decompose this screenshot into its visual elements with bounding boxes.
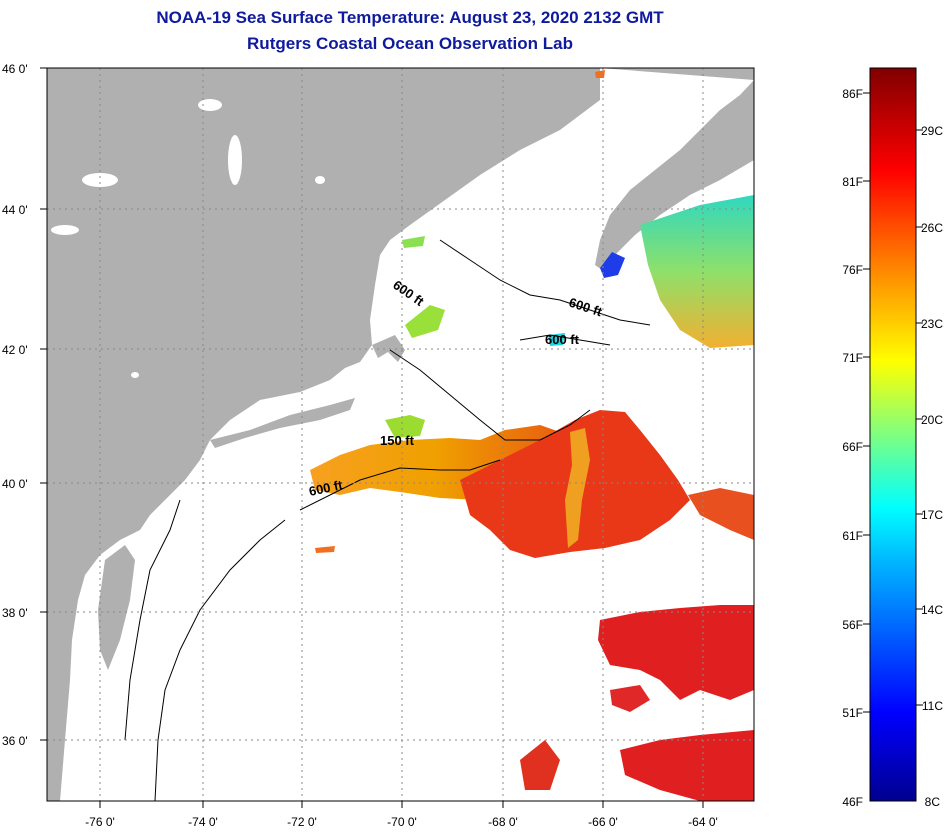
latitude-labels: 46 0' 44 0' 42 0' 40 0' 38 0' 36 0' (2, 62, 28, 748)
colorbar-f-label: 61F (842, 529, 863, 543)
lon-label: -68 0' (488, 815, 518, 829)
colorbar-f-label: 76F (842, 263, 863, 277)
lon-label: -72 0' (287, 815, 317, 829)
sst-patch-bay-of-fundy-cold (600, 252, 625, 278)
colorbar-c-label: 17C (921, 508, 943, 522)
contour-label: 150 ft (380, 433, 415, 448)
sst-patch-south-red-3 (620, 730, 754, 801)
colorbar-c-label: 14C (921, 603, 943, 617)
lat-label: 46 0' (2, 62, 28, 76)
colorbar-c-label: 20C (921, 413, 943, 427)
cape-cod (372, 335, 405, 362)
contour-label: 600 ft (545, 332, 580, 347)
lat-label: 44 0' (2, 203, 28, 217)
map-area: 600 ft 600 ft 600 ft 150 ft 600 ft (47, 68, 754, 801)
lat-label: 40 0' (2, 477, 28, 491)
lat-label: 42 0' (2, 343, 28, 357)
sst-patch-south-red-4 (520, 740, 560, 790)
lon-label: -74 0' (188, 815, 218, 829)
lat-label: 36 0' (2, 734, 28, 748)
graticule (47, 68, 754, 801)
colorbar-c-label: 8C (925, 795, 941, 809)
map-frame (46, 67, 755, 802)
inland-lakes (51, 99, 325, 378)
contour-label: 600 ft (308, 477, 345, 499)
colorbar-f-label: 71F (842, 351, 863, 365)
us-mainland (47, 68, 600, 801)
map-subtitle: Rutgers Coastal Ocean Observation Lab (247, 34, 573, 53)
colorbar-f-label: 86F (842, 87, 863, 101)
colorbar-c-label: 23C (921, 317, 943, 331)
sst-patch-east-cool (640, 195, 754, 348)
colorbar-f-label: 46F (842, 795, 863, 809)
lon-label: -64 0' (688, 815, 718, 829)
sst-patch-cyan-blip (548, 333, 565, 346)
sst-patch-small-green (402, 236, 425, 248)
longitude-labels: -76 0' -74 0' -72 0' -70 0' -68 0' -66 0… (85, 815, 718, 829)
sst-patch-south-red-2 (610, 685, 650, 712)
colorbar-f-label: 81F (842, 175, 863, 189)
long-island (210, 398, 355, 448)
colorbar-c-label: 26C (921, 221, 943, 235)
sst-patch-orange-small (315, 546, 335, 553)
sst-patch-green-shelf (385, 415, 425, 438)
colorbar-f-label: 66F (842, 440, 863, 454)
sst-patch-warm-filament (565, 428, 590, 548)
lon-label: -76 0' (85, 815, 115, 829)
colorbar-f-label: 56F (842, 618, 863, 632)
nova-scotia-landmass (595, 68, 754, 272)
colorbar-f-label: 51F (842, 706, 863, 720)
sst-patch-east-streaks (688, 488, 754, 540)
delmarva-peninsula (98, 545, 135, 670)
lon-label: -66 0' (588, 815, 618, 829)
colorbar-c-label: 29C (921, 124, 943, 138)
colorbar-gradient (869, 67, 917, 802)
map-title: NOAA-19 Sea Surface Temperature: August … (156, 8, 664, 27)
sst-patch-coastal-green (405, 305, 445, 338)
sst-patch-south-red-1 (598, 605, 754, 700)
colorbar-c-label: 11C (922, 699, 943, 713)
bathymetry-contours (124, 239, 651, 801)
lat-label: 38 0' (2, 606, 28, 620)
temperature-colorbar: 86F 81F 76F 71F 66F 61F 56F 51F 46F 29C … (842, 67, 943, 809)
map-ticks (40, 67, 704, 808)
lon-label: -70 0' (387, 815, 417, 829)
